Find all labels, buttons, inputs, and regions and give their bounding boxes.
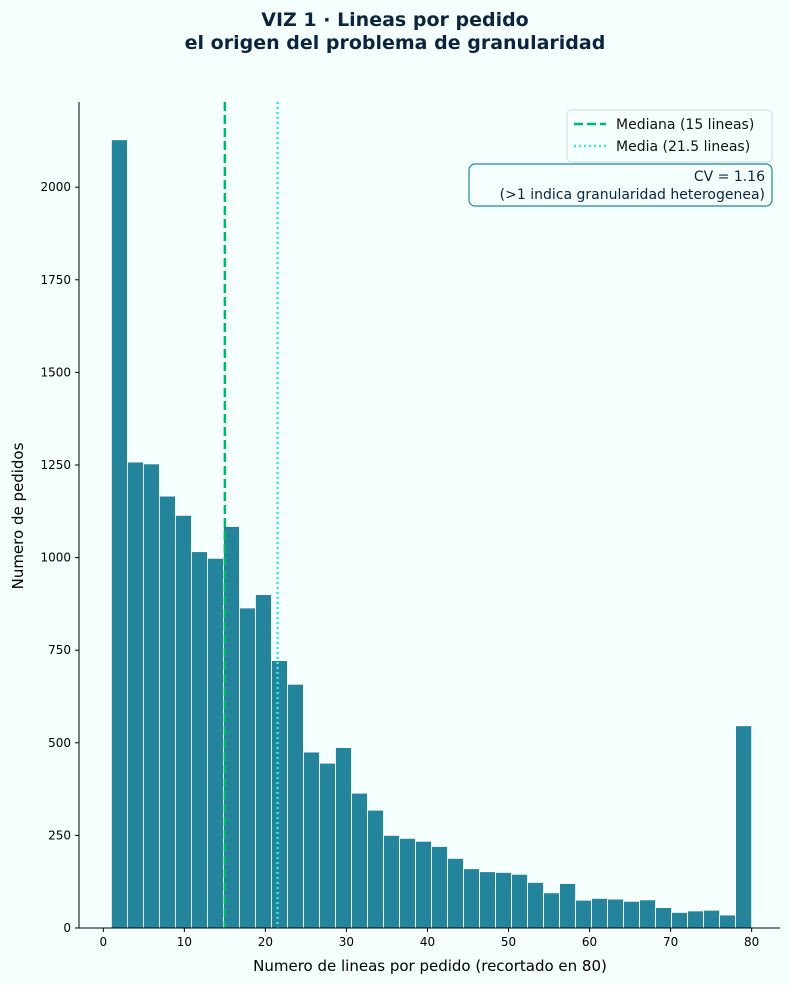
y-tick-label: 0 [63,921,71,935]
histogram-bar [543,892,560,929]
y-tick-label: 1000 [40,551,71,565]
histogram-bar [287,683,304,929]
histogram-bar [319,762,336,929]
histogram-bar [175,514,192,929]
histogram-bar [127,461,144,929]
histogram-bar [495,872,512,929]
chart-title-line-2: el origen del problema de granularidad [185,32,606,54]
bars-group [111,139,753,929]
histogram-bar [623,900,640,929]
y-axis-label: Numero de pedidos [9,442,27,589]
histogram-bar [159,495,176,929]
x-tick-label: 10 [177,935,192,949]
histogram-bar [447,857,464,929]
histogram-bar [415,840,432,929]
x-tick-label: 50 [501,935,516,949]
histogram-bar [431,846,448,929]
histogram-bar [239,607,256,929]
histogram-bar [303,751,320,929]
x-tick-label: 60 [582,935,597,949]
x-tick-label: 20 [258,935,273,949]
histogram-bar [655,907,673,929]
histogram-bar [399,837,416,929]
histogram-bar [271,660,288,929]
y-tick-label: 750 [48,643,71,657]
y-tick-label: 1250 [40,458,71,472]
histogram-bar [367,809,384,929]
histogram-bar [703,909,721,929]
annotation-line-2: (>1 indica granularidad heterogenea) [500,187,765,203]
x-tick-label: 30 [339,935,354,949]
chart-title-line-1: VIZ 1 · Lineas por pedido [261,9,529,31]
x-tick-label: 0 [99,935,107,949]
histogram-bar [111,139,128,929]
histogram-bar [735,725,753,929]
x-tick-label: 40 [420,935,435,949]
histogram-bar [591,897,608,929]
histogram-bar [527,882,544,929]
annotation-line-1: CV = 1.16 [694,169,765,185]
y-tick-label: 1750 [40,273,71,287]
histogram-bar [575,899,592,929]
histogram-bar [207,557,224,929]
histogram-bar [639,899,657,929]
x-axis-label: Numero de lineas por pedido (recortado e… [253,957,607,975]
histogram-bar [687,910,705,929]
y-tick-label: 250 [48,828,71,842]
y-tick-label: 500 [48,736,71,750]
x-tick-label: 80 [744,935,759,949]
y-tick-label: 1500 [40,365,71,379]
histogram-bar [351,792,368,929]
cv-annotation: CV = 1.16 (>1 indica granularidad hetero… [468,163,773,207]
axes-group: 0 10 20 30 40 50 60 70 80 0 250 500 750 1000 1250 1500 1… [40,102,780,949]
legend-median-label: Mediana (15 lineas) [616,117,754,133]
histogram-bar [479,871,496,929]
legend-mean-label: Media (21.5 lineas) [616,139,750,155]
histogram-bar [335,747,352,929]
legend: Mediana (15 lineas) Media (21.5 lineas) [566,109,773,163]
histogram-bar [607,898,624,929]
histogram-bar [191,551,208,929]
histogram-bar [383,834,400,929]
x-tick-label: 70 [663,935,678,949]
legend-box [566,109,773,163]
histogram-bar [143,463,160,929]
histogram-bar [719,914,737,929]
reference-lines-group [223,102,279,928]
histogram-bar [671,912,689,929]
histogram-bar [463,868,480,929]
y-tick-label: 2000 [40,180,71,194]
annotation-box [468,163,773,207]
histogram-bar [559,883,576,929]
histogram-bar [511,873,528,929]
histogram-bar [255,594,272,929]
